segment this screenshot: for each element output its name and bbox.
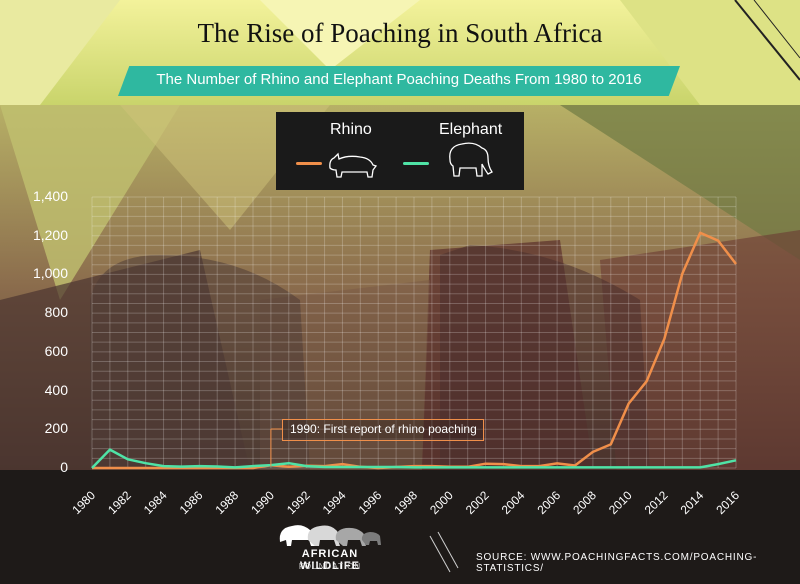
x-tick-label: 1986: [177, 488, 206, 517]
x-tick-label: 1980: [69, 488, 98, 517]
legend-label-elephant: Elephant: [439, 121, 503, 138]
x-tick-label: 2006: [534, 488, 563, 517]
y-tick-label: 1,200: [32, 226, 68, 243]
legend: [276, 112, 524, 190]
x-tick-label: 2012: [642, 488, 671, 517]
source-text: SOURCE: WWW.POACHINGFACTS.COM/POACHING-S…: [476, 552, 758, 574]
y-tick-label: 1,000: [32, 265, 68, 282]
x-axis-ticks: 1980 1982 1984 1986 1988 1990 1992 1994 1996 1998…: [69, 488, 742, 517]
y-tick-label: 400: [44, 381, 68, 398]
y-tick-label: 0: [60, 459, 68, 475]
x-tick-label: 1988: [212, 488, 241, 517]
elephant-icon: [449, 142, 493, 177]
y-tick-label: 200: [44, 420, 68, 437]
y-tick-label: 1,400: [32, 188, 68, 204]
annotation-box: [282, 419, 484, 441]
x-tick-label: 2010: [606, 488, 635, 517]
logo-elephants-icon: [279, 525, 381, 546]
subtitle-banner: [118, 66, 680, 96]
legend-swatch-elephant: [403, 162, 429, 165]
series-line-elephant: [91, 448, 737, 469]
series-line-rhino: [92, 231, 737, 470]
x-tick-label: 1996: [356, 488, 385, 517]
chart-subtitle: The Number of Rhino and Elephant Poachin…: [156, 71, 642, 88]
x-tick-label: 1992: [284, 488, 313, 517]
x-tick-label: 1982: [105, 488, 134, 517]
annotation-text: 1990: First report of rhino poaching: [290, 422, 477, 436]
x-tick-label: 2002: [463, 488, 492, 517]
logo-name: AFRICAN WILDLIFE: [300, 548, 360, 572]
x-tick-label: 1990: [248, 488, 277, 517]
rhino-icon: [329, 152, 378, 178]
legend-swatch-rhino: [296, 162, 322, 165]
x-tick-label: 1998: [391, 488, 420, 517]
y-tick-label: 600: [44, 342, 68, 359]
x-tick-label: 2014: [678, 488, 707, 517]
legend-label-rhino: Rhino: [330, 121, 372, 138]
x-tick-label: 2008: [570, 488, 599, 517]
x-tick-label: 2004: [499, 488, 528, 517]
x-tick-label: 1984: [141, 488, 170, 517]
x-tick-label: 1994: [320, 488, 349, 517]
x-tick-label: 2000: [427, 488, 456, 517]
chart-title: The Rise of Poaching in South Africa: [197, 18, 603, 48]
x-tick-label: 2016: [713, 488, 742, 517]
y-tick-label: 800: [44, 304, 68, 321]
logo-subtitle: FOUNDATION: [298, 562, 362, 571]
